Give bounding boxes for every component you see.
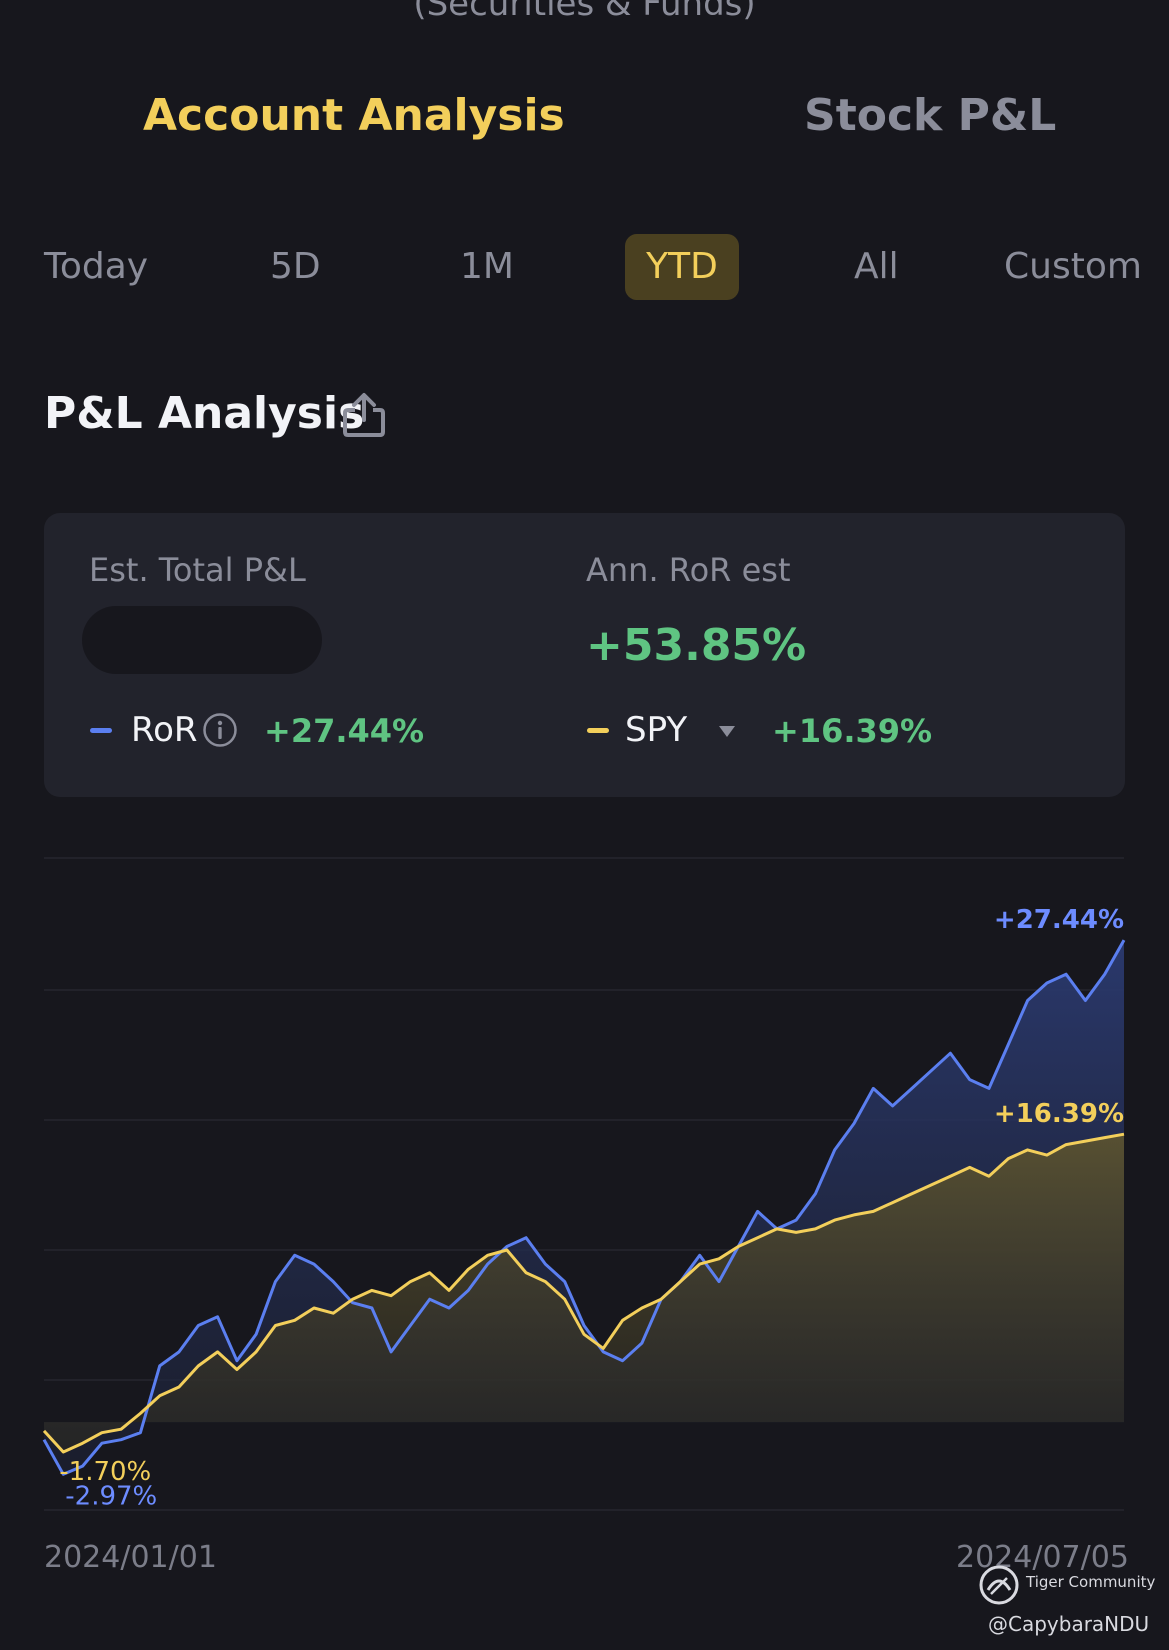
- spy-legend-value: +16.39%: [772, 712, 933, 750]
- min-label-spy: -1.70%: [59, 1457, 151, 1487]
- end-label-spy: +16.39%: [994, 1099, 1124, 1129]
- watermark-handle: @CapybaraNDU: [988, 1612, 1150, 1636]
- pl-line-chart: +27.44% -2.97% +16.39% -1.70%: [42, 857, 1126, 1511]
- hidden-total-pl-value: [82, 606, 322, 674]
- end-label-ror: +27.44%: [994, 905, 1124, 935]
- period-1m[interactable]: 1M: [460, 246, 514, 287]
- period-custom[interactable]: Custom: [1004, 246, 1142, 287]
- period-all[interactable]: All: [854, 246, 899, 287]
- spy-legend-label[interactable]: SPY: [625, 710, 688, 750]
- total-pl-label: Est. Total P&L: [89, 551, 306, 589]
- ann-ror-value: +53.85%: [586, 620, 807, 671]
- period-5d[interactable]: 5D: [270, 246, 321, 287]
- dropdown-triangle-icon[interactable]: [716, 722, 738, 740]
- x-axis-end-label: 2024/07/05: [956, 1540, 1129, 1575]
- ror-legend-swatch: [90, 728, 112, 733]
- tab-stock-pl[interactable]: Stock P&L: [804, 90, 1057, 141]
- min-label-ror: -2.97%: [65, 1481, 157, 1511]
- series-line-ror: [42, 939, 1126, 1476]
- period-ytd[interactable]: YTD: [625, 234, 739, 300]
- section-title: P&L Analysis: [44, 388, 365, 439]
- series-area-spy: [44, 1134, 1124, 1452]
- info-icon[interactable]: [202, 712, 238, 748]
- tab-account-analysis[interactable]: Account Analysis: [143, 90, 565, 141]
- ann-ror-label: Ann. RoR est: [586, 551, 791, 589]
- spy-legend-swatch: [587, 728, 609, 733]
- share-icon[interactable]: [342, 392, 386, 438]
- x-axis-start-label: 2024/01/01: [44, 1540, 217, 1575]
- page-subtitle: (Securities & Funds): [413, 0, 756, 24]
- ror-legend-value: +27.44%: [264, 712, 425, 750]
- ror-legend-label: RoR: [131, 710, 198, 750]
- tiger-community-logo-icon: [979, 1565, 1019, 1605]
- series-line-spy: [42, 1132, 1125, 1454]
- watermark-brand: Tiger Community: [1026, 1573, 1156, 1591]
- period-today[interactable]: Today: [44, 246, 149, 287]
